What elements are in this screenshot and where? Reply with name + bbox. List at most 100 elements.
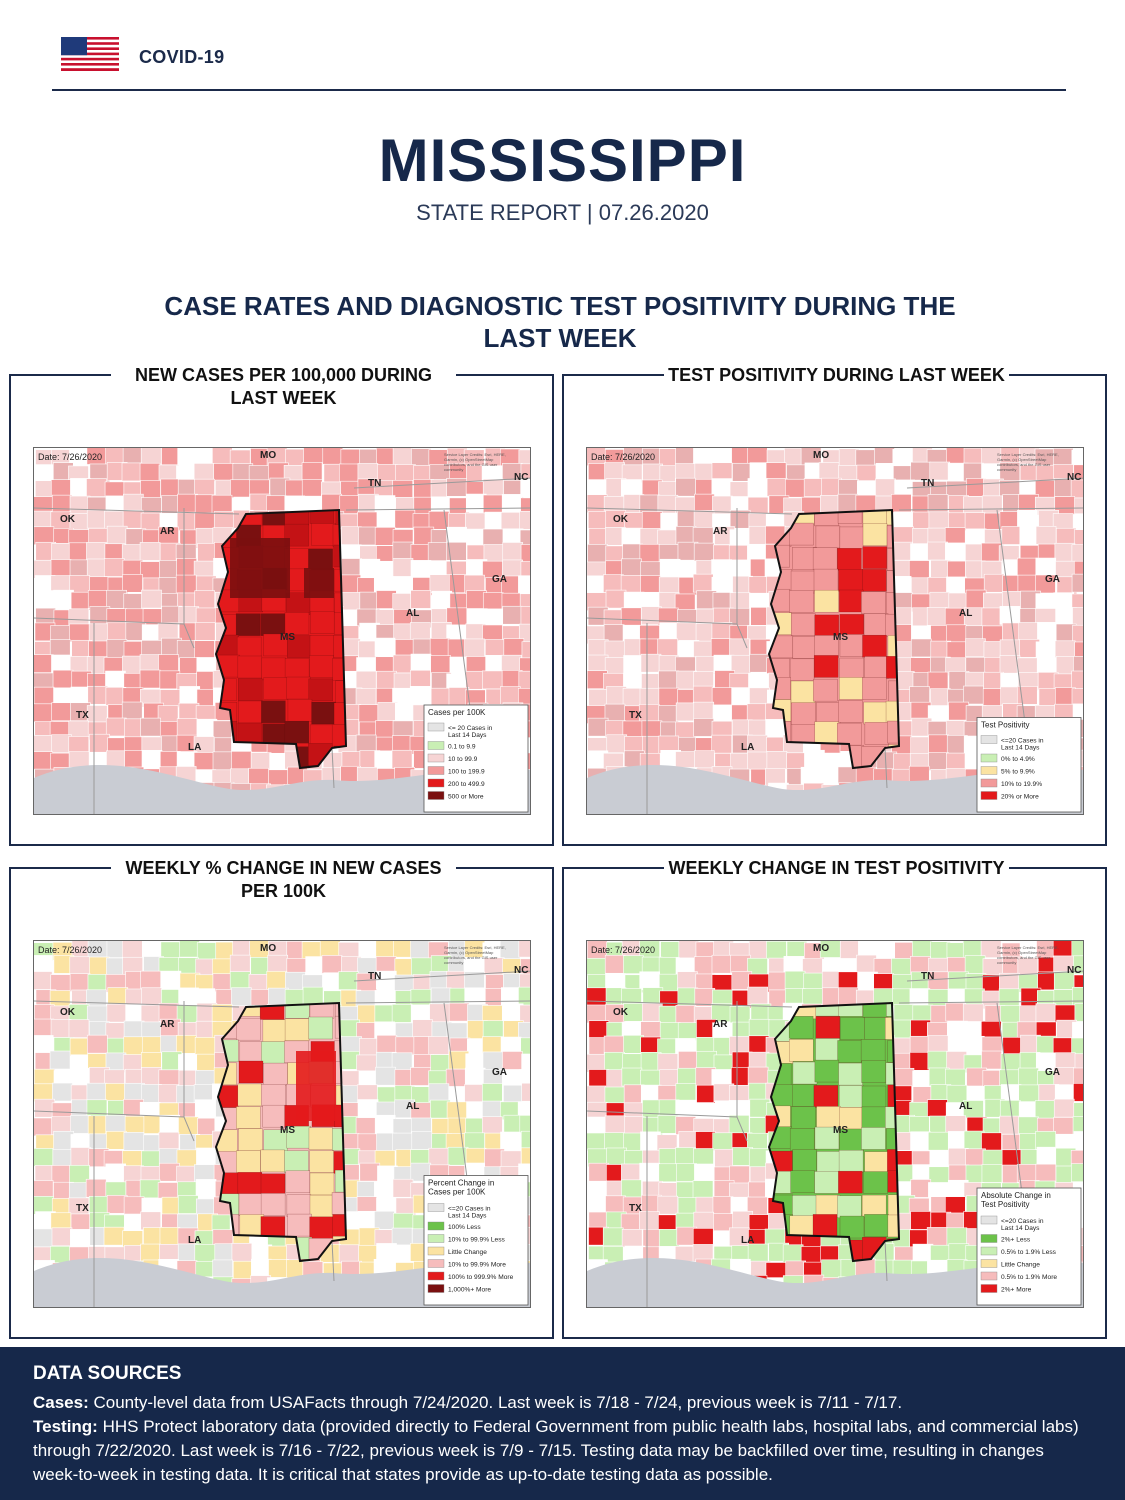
legend-swatch xyxy=(427,753,445,763)
state-border xyxy=(898,1000,1083,1004)
legend-swatch xyxy=(427,778,445,788)
report-subtitle: STATE REPORT | 07.26.2020 xyxy=(416,200,709,225)
state-label-tn: TN xyxy=(921,478,934,489)
legend-swatch xyxy=(427,1234,445,1243)
state-label-la: LA xyxy=(188,1235,201,1246)
header-divider xyxy=(52,89,1066,91)
legend-swatch xyxy=(980,1284,998,1293)
legend-title: Cases per 100K xyxy=(428,708,486,717)
legend-swatch xyxy=(427,1284,445,1293)
state-label-nc: NC xyxy=(514,472,528,483)
state-border xyxy=(884,1240,888,1282)
legend-label: 10% to 99.9% Less xyxy=(448,1237,506,1244)
cases-text: County-level data from USAFacts through … xyxy=(93,1393,903,1412)
legend-label: Little Change xyxy=(448,1249,487,1256)
state-label-mo: MO xyxy=(813,450,829,461)
panel-weekly-change-positivity: WEEKLY CHANGE IN TEST POSITIVITY Date: 7… xyxy=(562,857,1107,1339)
panel-title: TEST POSITIVITY DURING LAST WEEK xyxy=(664,364,1009,387)
state-label-ok: OK xyxy=(60,1007,76,1018)
map-date: Date: 7/26/2020 xyxy=(38,452,102,462)
legend-title: Test Positivity xyxy=(981,721,1029,730)
map-canvas: Date: 7/26/2020 Service Layer Credits: Es… xyxy=(34,941,530,1307)
legend-label: 0.5% to 1.9% More xyxy=(1001,1274,1057,1281)
legend-label: Little Change xyxy=(1001,1262,1040,1269)
state-label-al: AL xyxy=(959,1101,972,1112)
county-map: Date: 7/26/2020 Service Layer Credits: Es… xyxy=(586,447,1084,815)
legend-title: Absolute Change in Test Positivity xyxy=(981,1191,1051,1209)
testing-text: HHS Protect laboratory data (provided di… xyxy=(33,1417,1079,1484)
legend-swatch xyxy=(427,741,445,750)
state-border xyxy=(353,477,530,489)
gulf-water xyxy=(34,765,530,814)
legend-swatch xyxy=(427,1246,445,1256)
state-label-ga: GA xyxy=(1045,1067,1060,1078)
state-label-ar: AR xyxy=(713,1019,728,1030)
legend-swatch xyxy=(427,791,445,800)
state-border xyxy=(345,1000,530,1004)
legend-swatch xyxy=(980,1259,998,1268)
map-credits: Service Layer Credits: Esri, HERE, Garmin… xyxy=(997,452,1059,472)
state-border xyxy=(884,747,888,789)
state-label-tn: TN xyxy=(368,478,381,489)
mississippi-outline xyxy=(214,1001,348,1263)
legend-swatch xyxy=(980,1271,998,1281)
legend-label: <= 20 Cases in Last 14 Days xyxy=(448,725,493,739)
legend-label: 20% or More xyxy=(1001,794,1039,801)
legend-label: 1,000%+ More xyxy=(448,1287,491,1294)
map-canvas: Date: 7/26/2020 Service Layer Credits: Es… xyxy=(587,941,1083,1307)
legend-label: 100% to 999.9% More xyxy=(448,1274,514,1281)
legend-label: 0% to 4.9% xyxy=(1001,756,1035,763)
legend-swatch xyxy=(427,1203,445,1212)
county-map: Date: 7/26/2020 Service Layer Credits: Es… xyxy=(33,447,531,815)
map-credits: Service Layer Credits: Esri, HERE, Garmin… xyxy=(997,945,1059,965)
state-label-nc: NC xyxy=(1067,965,1081,976)
legend-label: 2%+ Less xyxy=(1001,1237,1031,1244)
state-label-nc: NC xyxy=(514,965,528,976)
legend-swatch xyxy=(980,753,998,763)
state-border xyxy=(996,509,1028,739)
state-label-mo: MO xyxy=(260,943,276,954)
cases-label: Cases: xyxy=(33,1393,89,1412)
state-label-tn: TN xyxy=(368,971,381,982)
state-label-ga: GA xyxy=(492,1067,507,1078)
panel-new-cases: NEW CASES PER 100,000 DURING LAST WEEK D… xyxy=(9,364,554,846)
legend-label: 10% to 19.9% xyxy=(1001,781,1042,788)
legend-swatch xyxy=(427,766,445,775)
map-legend: Test Positivity <=20 Cases in Last 14 Days… xyxy=(976,717,1082,813)
legend-swatch xyxy=(980,791,998,800)
legend-label: 0.5% to 1.9% Less xyxy=(1001,1249,1057,1256)
state-border xyxy=(587,1000,793,1008)
map-credits: Service Layer Credits: Esri, HERE, Garmin… xyxy=(444,945,506,965)
map-date: Date: 7/26/2020 xyxy=(591,945,655,955)
state-label-ga: GA xyxy=(1045,574,1060,585)
map-legend: Absolute Change in Test Positivity <=20 Ca… xyxy=(976,1187,1082,1306)
map-date: Date: 7/26/2020 xyxy=(591,452,655,462)
state-border xyxy=(906,970,1083,982)
legend-swatch xyxy=(427,722,445,732)
state-border xyxy=(353,970,530,982)
panel-title: NEW CASES PER 100,000 DURING LAST WEEK xyxy=(111,364,456,410)
legend-label: 0.1 to 9.9 xyxy=(448,744,476,751)
legend-title: Percent Change in Cases per 100K xyxy=(428,1179,494,1197)
state-label-ms: MS xyxy=(833,1125,848,1136)
legend-swatch xyxy=(980,766,998,775)
state-border xyxy=(898,507,1083,511)
state-label-ar: AR xyxy=(160,1019,175,1030)
state-border xyxy=(443,509,475,739)
legend-swatch xyxy=(980,1215,998,1225)
legend-label: 5% to 9.9% xyxy=(1001,769,1035,776)
county-map: Date: 7/26/2020 Service Layer Credits: Es… xyxy=(33,940,531,1308)
state-label-nc: NC xyxy=(1067,472,1081,483)
map-canvas: Date: 7/26/2020 Service Layer Credits: Es… xyxy=(587,448,1083,814)
map-canvas: Date: 7/26/2020 Service Layer Credits: Es… xyxy=(34,448,530,814)
testing-source: Testing: HHS Protect laboratory data (pr… xyxy=(33,1415,1092,1487)
testing-label: Testing: xyxy=(33,1417,98,1436)
brand-label: COVID-19 xyxy=(139,47,225,67)
legend-label: 10 to 99.9 xyxy=(448,756,478,763)
state-label-tx: TX xyxy=(76,1203,89,1214)
legend-label: 100 to 199.9 xyxy=(448,769,485,776)
state-label-mo: MO xyxy=(813,943,829,954)
legend-swatch xyxy=(980,1246,998,1256)
gulf-water xyxy=(587,1258,1083,1307)
state-label-ar: AR xyxy=(160,526,175,537)
